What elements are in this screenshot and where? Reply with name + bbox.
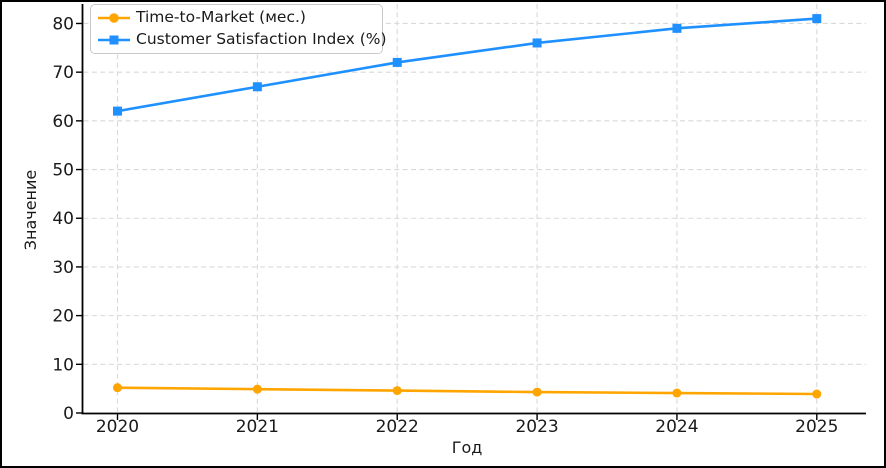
x-axis-label: Год — [452, 438, 483, 457]
legend-line-circle-icon — [98, 13, 130, 23]
data-series — [113, 14, 822, 399]
svg-text:2024: 2024 — [655, 417, 698, 437]
svg-text:0: 0 — [63, 404, 74, 424]
svg-text:20: 20 — [52, 307, 74, 327]
svg-text:2025: 2025 — [795, 417, 838, 437]
svg-text:2023: 2023 — [515, 417, 558, 437]
svg-text:10: 10 — [52, 355, 74, 375]
legend-line-square-icon — [98, 35, 130, 45]
axes-spines — [76, 4, 866, 420]
svg-text:80: 80 — [52, 14, 74, 34]
legend-item-customer-satisfaction: Customer Satisfaction Index (%) — [98, 29, 387, 51]
axis-tick-labels: 0 10 20 30 40 50 60 70 80 2020 2021 2022 2023 2024 202… — [52, 14, 838, 437]
svg-text:2020: 2020 — [96, 417, 139, 437]
gridlines — [83, 4, 866, 412]
svg-text:60: 60 — [52, 112, 74, 132]
svg-text:2022: 2022 — [376, 417, 419, 437]
svg-text:70: 70 — [52, 63, 74, 83]
legend-label-customer-satisfaction: Customer Satisfaction Index (%) — [136, 30, 387, 49]
svg-text:2021: 2021 — [236, 417, 279, 437]
legend: Time-to-Market (мес.) Customer Satisfact… — [90, 4, 387, 54]
y-axis-label: Значение — [21, 170, 40, 251]
svg-text:40: 40 — [52, 209, 74, 229]
legend-item-time-to-market: Time-to-Market (мес.) — [98, 7, 376, 29]
svg-text:50: 50 — [52, 160, 74, 180]
svg-text:30: 30 — [52, 258, 74, 278]
legend-label-time-to-market: Time-to-Market (мес.) — [136, 8, 306, 27]
